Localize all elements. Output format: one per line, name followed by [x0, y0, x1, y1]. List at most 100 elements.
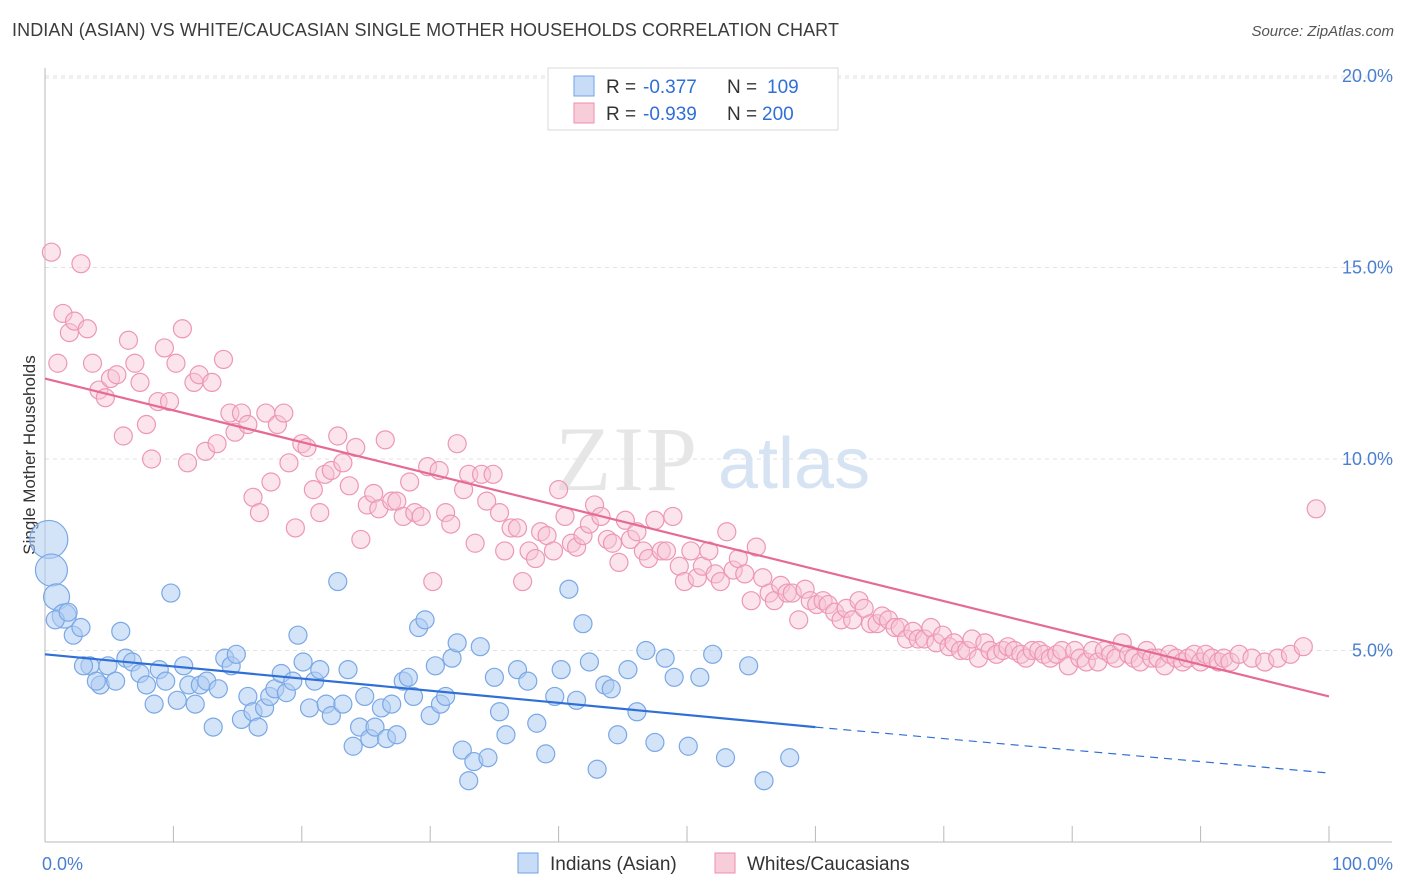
- point-indian: [447, 633, 467, 653]
- trend-line-indian-extension: [815, 726, 1330, 774]
- y-tick-label: 20.0%: [1342, 66, 1393, 86]
- point-white: [525, 548, 546, 569]
- point-white: [166, 353, 186, 373]
- point-white: [513, 571, 533, 592]
- point-white: [543, 541, 564, 561]
- point-white: [573, 525, 593, 546]
- point-white: [663, 506, 683, 527]
- point-white: [548, 480, 569, 500]
- watermark: ZIP atlas: [555, 408, 870, 510]
- point-indian: [470, 637, 490, 657]
- point-indian: [34, 553, 69, 587]
- point-white: [453, 480, 474, 500]
- point-indian: [355, 686, 375, 707]
- point-indian: [387, 725, 407, 745]
- point-white: [735, 564, 755, 584]
- legend-n-label-2: N =: [727, 104, 757, 125]
- trend-line-white: [44, 377, 1330, 698]
- point-white: [597, 529, 617, 550]
- point-white: [154, 338, 175, 358]
- point-indian: [573, 614, 593, 634]
- y-tick-label: 10.0%: [1342, 449, 1393, 469]
- x-ticks: [44, 826, 1330, 842]
- point-white: [1130, 652, 1150, 672]
- point-white: [950, 640, 971, 661]
- point-white: [207, 434, 227, 454]
- point-white: [1255, 652, 1275, 672]
- point-indian: [459, 771, 479, 791]
- chart-title: INDIAN (ASIAN) VS WHITE/CAUCASIAN SINGLE…: [12, 20, 840, 40]
- point-white: [483, 464, 503, 484]
- point-white: [1029, 640, 1049, 661]
- point-white: [555, 506, 575, 527]
- point-white: [1293, 637, 1313, 657]
- point-white: [1022, 640, 1042, 661]
- point-white: [681, 541, 701, 561]
- watermark-atlas: atlas: [718, 424, 870, 504]
- point-white: [231, 403, 252, 423]
- point-white: [993, 640, 1013, 661]
- y-tick-label: 15.0%: [1342, 258, 1393, 278]
- point-white: [741, 591, 761, 611]
- point-indian: [566, 690, 587, 710]
- legend-n-value-1: 109: [767, 77, 799, 98]
- point-white: [489, 503, 510, 523]
- point-white: [777, 583, 797, 603]
- point-indian: [208, 679, 228, 699]
- point-indian: [739, 656, 759, 676]
- point-white: [400, 472, 420, 492]
- x-tick-labels: 0.0% 100.0%: [42, 854, 1393, 874]
- point-white: [477, 491, 497, 511]
- point-indian: [690, 667, 710, 687]
- point-indian: [321, 706, 341, 726]
- y-tick-labels: 5.0% 10.0% 15.0% 20.0%: [1342, 66, 1393, 661]
- point-indian: [415, 610, 435, 630]
- point-white: [566, 537, 587, 557]
- source-label: Source: ZipAtlas.com: [1251, 23, 1394, 40]
- point-white: [159, 391, 180, 412]
- point-white: [339, 476, 359, 496]
- point-indian: [579, 652, 600, 672]
- point-indian: [86, 671, 106, 691]
- point-white: [48, 353, 68, 373]
- point-indian: [478, 748, 498, 768]
- point-indian: [496, 725, 516, 745]
- point-indian: [645, 732, 665, 753]
- y-axis-title: Single Mother Households: [20, 355, 39, 554]
- point-indian: [288, 625, 308, 645]
- point-white: [495, 541, 515, 561]
- x-tick-label: 100.0%: [1332, 854, 1393, 874]
- data-points: [29, 242, 1326, 791]
- point-white: [107, 365, 127, 385]
- x-tick-label: 0.0%: [42, 854, 83, 874]
- point-white: [813, 591, 833, 611]
- point-indian: [144, 694, 164, 714]
- point-white: [195, 441, 216, 461]
- point-white: [645, 510, 665, 530]
- point-white: [213, 349, 234, 370]
- point-indian: [484, 667, 504, 687]
- legend-r-value-1: -0.377: [643, 77, 697, 98]
- point-indian: [703, 644, 723, 664]
- point-indian: [382, 694, 402, 714]
- point-white: [501, 518, 521, 538]
- point-white: [1119, 644, 1139, 664]
- point-white: [710, 571, 730, 592]
- point-indian: [664, 667, 684, 687]
- point-indian: [754, 771, 774, 791]
- point-indian: [587, 759, 607, 779]
- point-white: [843, 610, 863, 630]
- point-indian: [226, 644, 246, 664]
- point-white: [441, 514, 461, 534]
- bottom-legend-label-pink: Whites/Caucasians: [747, 854, 910, 875]
- legend-n-value-2: 200: [762, 104, 794, 125]
- watermark-zip: ZIP: [555, 408, 699, 510]
- point-white: [41, 242, 62, 262]
- point-white: [620, 529, 641, 550]
- point-white: [861, 614, 881, 634]
- point-indian: [111, 621, 131, 641]
- point-indian: [71, 617, 91, 638]
- point-indian: [436, 686, 456, 707]
- y-tick-label: 5.0%: [1352, 641, 1393, 661]
